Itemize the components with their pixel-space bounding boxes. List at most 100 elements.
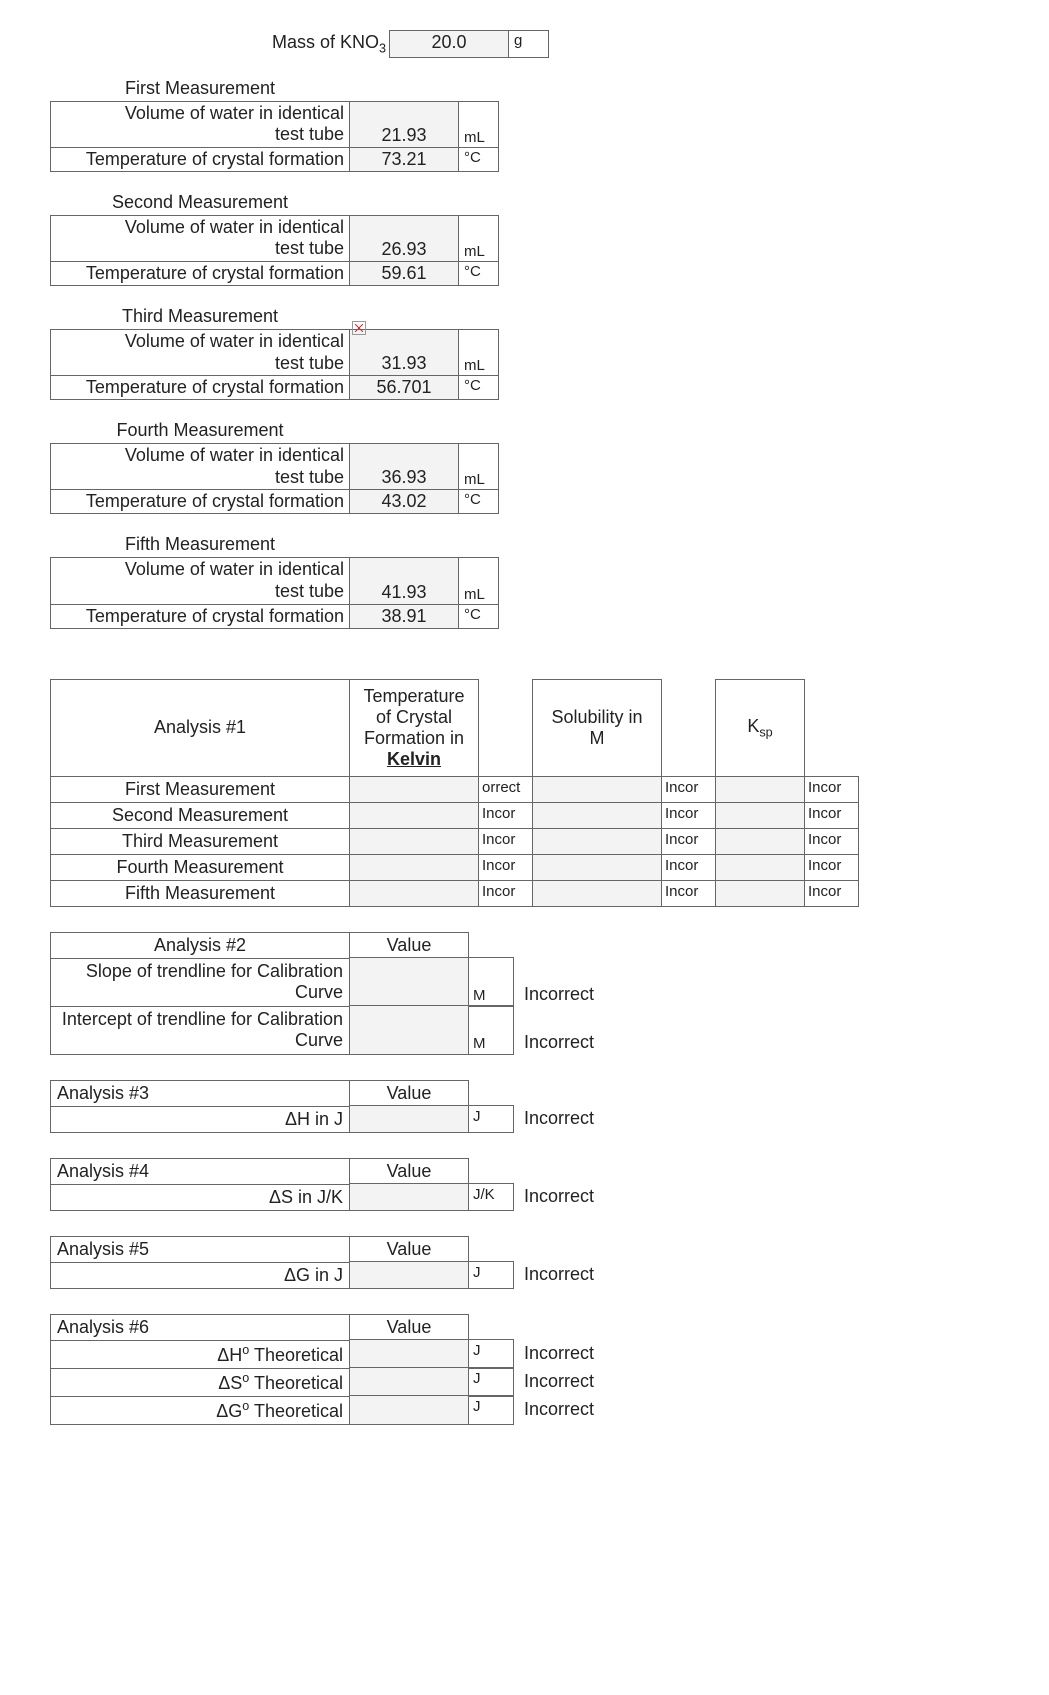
analysis-1-col-temp: Temperature of Crystal Formation in Kelv… <box>349 679 479 777</box>
analysis-6-row: ΔGo TheoreticalJIncorrect <box>50 1396 999 1425</box>
analysis-1-row: Third MeasurementIncorIncorIncor <box>50 829 999 855</box>
analysis3: Analysis #3ValueΔH in JJIncorrect <box>50 1080 999 1133</box>
a1-temp-status: Incor <box>478 854 533 881</box>
analysis-1-row: Second MeasurementIncorIncorIncor <box>50 803 999 829</box>
a6-input[interactable] <box>349 1339 469 1369</box>
ax-status: Incorrect <box>514 1183 604 1211</box>
a1-row-label: Fifth Measurement <box>50 880 350 907</box>
volume-label: Volume of water in identicaltest tube <box>50 329 350 376</box>
a1-sol-input[interactable] <box>532 802 662 829</box>
a1-temp-input[interactable] <box>349 828 479 855</box>
ax-row-label: ΔH in J <box>50 1106 350 1133</box>
volume-input[interactable]: 21.93 <box>349 101 459 148</box>
a1-temp-status: orrect <box>478 776 533 803</box>
a2-row-label: Slope of trendline for CalibrationCurve <box>50 958 350 1007</box>
ax-title: Analysis #3 <box>50 1080 350 1107</box>
measurement-block: First MeasurementVolume of water in iden… <box>50 76 999 172</box>
analysis-2-row: Intercept of trendline for CalibrationCu… <box>50 1006 999 1055</box>
a1-sol-input[interactable] <box>532 776 662 803</box>
a2-input[interactable] <box>349 957 469 1007</box>
volume-label: Volume of water in identicaltest tube <box>50 101 350 148</box>
measurement-title: First Measurement <box>50 76 350 101</box>
volume-label: Volume of water in identicaltest tube <box>50 557 350 604</box>
mass-label: Mass of KNO3 <box>110 30 390 58</box>
temp-label: Temperature of crystal formation <box>50 147 350 172</box>
a6-row-label: ΔGo Theoretical <box>50 1396 350 1425</box>
ax-value-hdr: Value <box>349 1080 469 1107</box>
a6-status: Incorrect <box>514 1367 604 1397</box>
ax-unit: J/K <box>469 1183 514 1211</box>
analysis-2-title: Analysis #2 <box>50 932 350 959</box>
volume-input[interactable]: 26.93 <box>349 215 459 262</box>
a1-temp-input[interactable] <box>349 880 479 907</box>
volume-input[interactable]: 36.93 <box>349 443 459 490</box>
ax-value-hdr: Value <box>349 1158 469 1185</box>
a1-row-label: Fourth Measurement <box>50 854 350 881</box>
measurement-title: Third Measurement <box>50 304 350 329</box>
a1-temp-input[interactable] <box>349 854 479 881</box>
a1-temp-status: Incor <box>478 880 533 907</box>
ax-title: Analysis #4 <box>50 1158 350 1185</box>
a1-ksp-status: Incor <box>804 776 859 803</box>
a1-sol-input[interactable] <box>532 854 662 881</box>
ax-input[interactable] <box>349 1261 469 1289</box>
a2-row-label: Intercept of trendline for CalibrationCu… <box>50 1006 350 1055</box>
analysis-1-col-ksp: Ksp <box>715 679 805 777</box>
mass-label-text: Mass of KNO <box>272 32 379 52</box>
a6-input[interactable] <box>349 1395 469 1425</box>
analysis-2-value-hdr: Value <box>349 932 469 959</box>
temp-unit: °C <box>459 261 499 286</box>
a1-sol-status: Incor <box>661 802 716 829</box>
mass-unit: g <box>509 30 549 58</box>
a1-gap-2 <box>661 679 716 777</box>
temp-input[interactable]: 38.91 <box>349 604 459 629</box>
a1-temp-status: Incor <box>478 828 533 855</box>
analysis-2-row: Slope of trendline for CalibrationCurveM… <box>50 958 999 1007</box>
temp-input[interactable]: 56.701 <box>349 375 459 400</box>
temp-label: Temperature of crystal formation <box>50 489 350 514</box>
analysis-1-col-solubility: Solubility in M <box>532 679 662 777</box>
a1-sol-status: Incor <box>661 828 716 855</box>
analysis-1-rows: First MeasurementorrectIncorIncorSecond … <box>50 777 999 907</box>
analysis-2: Analysis #2 Value Slope of trendline for… <box>50 932 999 1055</box>
analysis4: Analysis #4ValueΔS in J/KJ/KIncorrect <box>50 1158 999 1211</box>
a1-sol-status: Incor <box>661 776 716 803</box>
measurement-block: Fourth MeasurementVolume of water in ide… <box>50 418 999 514</box>
a1-sol-input[interactable] <box>532 828 662 855</box>
volume-input[interactable]: 41.93 <box>349 557 459 604</box>
a1-ksp-input[interactable] <box>715 802 805 829</box>
ax-value-hdr: Value <box>349 1236 469 1263</box>
a1-temp-input[interactable] <box>349 802 479 829</box>
analysis-1: Analysis #1 Temperature of Crystal Forma… <box>50 679 999 907</box>
analysis-6-row: ΔHo TheoreticalJIncorrect <box>50 1340 999 1369</box>
analysis-2-rows: Slope of trendline for CalibrationCurve M… <box>50 958 999 1055</box>
measurement-title: Fourth Measurement <box>50 418 350 443</box>
a6-input[interactable] <box>349 1367 469 1397</box>
temp-input[interactable]: 59.61 <box>349 261 459 286</box>
a1-ksp-input[interactable] <box>715 776 805 803</box>
temp-unit: °C <box>459 604 499 629</box>
temp-input[interactable]: 43.02 <box>349 489 459 514</box>
a2-unit: M <box>469 1005 514 1055</box>
volume-unit: mL <box>459 443 499 490</box>
temp-input[interactable]: 73.21 <box>349 147 459 172</box>
volume-unit: mL <box>459 215 499 262</box>
a6-unit: J <box>469 1367 514 1397</box>
a2-input[interactable] <box>349 1005 469 1055</box>
measurement-title: Second Measurement <box>50 190 350 215</box>
a1-ksp-input[interactable] <box>715 880 805 907</box>
a1-ksp-input[interactable] <box>715 854 805 881</box>
volume-input[interactable]: 31.93 <box>349 329 459 376</box>
analysis-6-row: ΔSo TheoreticalJIncorrect <box>50 1368 999 1397</box>
ax-input[interactable] <box>349 1105 469 1133</box>
a2-status: Incorrect <box>514 1005 604 1055</box>
broken-image-icon <box>352 321 366 335</box>
measurement-title: Fifth Measurement <box>50 532 350 557</box>
mass-input[interactable]: 20.0 <box>389 30 509 58</box>
a1-sol-input[interactable] <box>532 880 662 907</box>
a1-sol-status: Incor <box>661 854 716 881</box>
a1-ksp-input[interactable] <box>715 828 805 855</box>
ax-input[interactable] <box>349 1183 469 1211</box>
ax-row-label: ΔG in J <box>50 1262 350 1289</box>
a1-temp-input[interactable] <box>349 776 479 803</box>
